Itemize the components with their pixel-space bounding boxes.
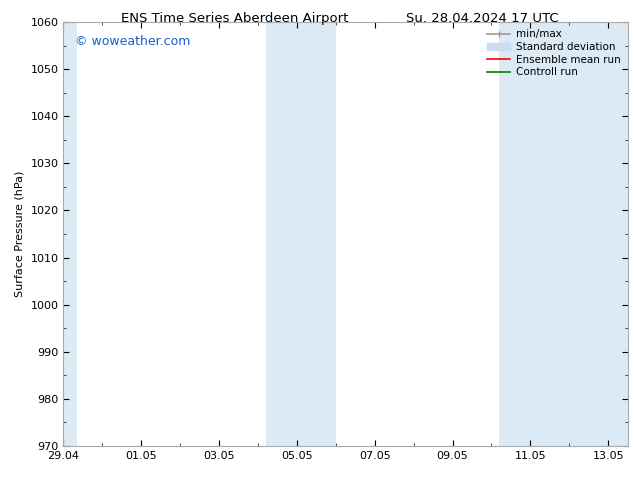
Bar bbox=[266, 22, 336, 446]
Text: © woweather.com: © woweather.com bbox=[75, 35, 190, 48]
Text: Su. 28.04.2024 17 UTC: Su. 28.04.2024 17 UTC bbox=[406, 12, 558, 25]
Text: ENS Time Series Aberdeen Airport: ENS Time Series Aberdeen Airport bbox=[121, 12, 348, 25]
Legend: min/max, Standard deviation, Ensemble mean run, Controll run: min/max, Standard deviation, Ensemble me… bbox=[486, 27, 623, 79]
Bar bbox=[499, 22, 628, 446]
Bar bbox=[63, 22, 77, 446]
Y-axis label: Surface Pressure (hPa): Surface Pressure (hPa) bbox=[15, 171, 25, 297]
